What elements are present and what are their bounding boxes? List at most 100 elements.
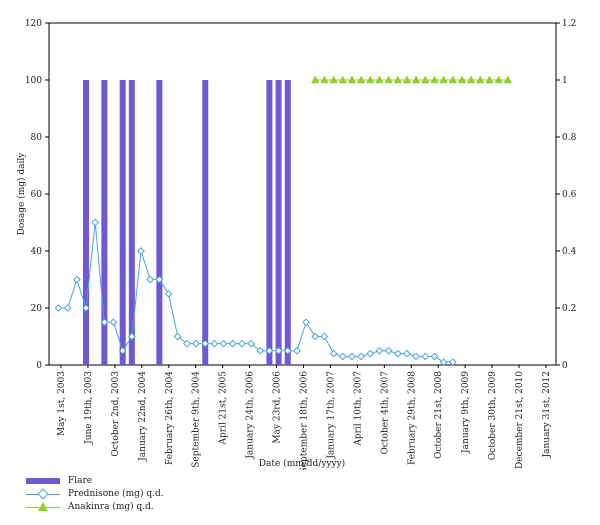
- prednisone-point: [219, 339, 228, 348]
- left-axis-ticks: 0 20 40 60 80 100 120: [25, 19, 49, 371]
- x-axis-tick-label: April 21st, 2005: [219, 371, 229, 446]
- prednisone-series: [54, 218, 457, 367]
- anakinra-series: [311, 75, 513, 84]
- anakinra-point: [457, 75, 467, 84]
- right-axis-ticks: 0 0.2 0.4 0.6 0.8 1 1.2: [556, 19, 577, 371]
- x-axis-tick-label: January 9th, 2009: [461, 371, 471, 454]
- x-axis-tick-label: October 4th, 2007: [380, 371, 390, 455]
- prednisone-point: [82, 304, 90, 312]
- anakinra-point: [476, 75, 485, 84]
- prednisone-point: [247, 339, 255, 348]
- x-axis-tick-label: October 21st, 2008: [434, 371, 444, 459]
- anakinra-point: [366, 75, 375, 84]
- flare-bars: [83, 80, 291, 365]
- prednisone-point: [320, 332, 329, 341]
- prednisone-point: [293, 346, 301, 355]
- left-axis-tick-label: 100: [25, 76, 42, 86]
- x-axis-tick-label: September 18th, 2006: [300, 371, 310, 470]
- x-axis-tick-label: April 10th, 2007: [353, 371, 363, 447]
- prednisone-point: [274, 346, 283, 355]
- x-axis-title: Date (mm/dd/yyyy): [259, 458, 345, 469]
- anakinra-point: [448, 75, 458, 84]
- anakinra-point: [356, 75, 366, 84]
- prednisone-point: [63, 304, 72, 312]
- prednisone-point: [146, 275, 155, 284]
- legend: Flare Prednisone (mg) q.d. Anakinra (mg)…: [26, 474, 164, 513]
- prednisone-line: [58, 222, 453, 363]
- triangle-marker-icon: [26, 501, 60, 512]
- anakinra-point: [338, 75, 347, 84]
- left-axis-tick-label: 40: [31, 247, 43, 257]
- right-axis-tick-label: 0.6: [562, 190, 577, 200]
- prednisone-point: [439, 358, 448, 367]
- left-axis-tick-label: 20: [31, 304, 43, 314]
- anakinra-point: [466, 75, 476, 84]
- anakinra-point: [430, 75, 439, 84]
- prednisone-point: [109, 318, 118, 327]
- left-axis-tick-label: 60: [31, 190, 43, 200]
- x-axis-tick-label: May 23rd, 2006: [273, 371, 283, 444]
- x-axis-tick-label: January 22nd, 2004: [138, 371, 148, 462]
- x-axis-tick-label: January 24th, 2006: [246, 371, 256, 460]
- x-axis-tick-label: January 31st, 2012: [542, 371, 552, 459]
- left-axis-tick-label: 80: [31, 133, 43, 143]
- flare-bar: [119, 80, 126, 365]
- flare-bar: [284, 80, 291, 365]
- x-axis-ticks: May 1st, 2003 June 19th, 2003 October 2nd,…: [57, 365, 552, 470]
- x-axis-tick-label: September 9th, 2004: [192, 371, 202, 468]
- prednisone-point: [228, 339, 237, 348]
- prednisone-point: [137, 247, 145, 255]
- prednisone-point: [192, 339, 200, 348]
- x-axis-tick-label: June 19th, 2003: [84, 371, 94, 445]
- prednisone-point: [366, 349, 375, 358]
- y-axis-title: Dosage (mg) daily: [16, 152, 27, 236]
- right-axis-tick-label: 1.2: [562, 19, 576, 29]
- right-axis-tick-label: 0.8: [562, 133, 577, 143]
- anakinra-point: [375, 75, 384, 84]
- prednisone-point: [127, 332, 136, 341]
- anakinra-point: [320, 75, 329, 84]
- legend-item-flare: Flare: [26, 474, 164, 487]
- prednisone-point: [173, 332, 182, 341]
- x-axis-tick-label: May 1st, 2003: [57, 371, 67, 436]
- flare-bar: [101, 80, 108, 365]
- prednisone-point: [375, 346, 384, 355]
- right-axis-tick-label: 1: [562, 76, 568, 86]
- legend-label-anakinra: Anakinra (mg) q.d.: [68, 501, 154, 512]
- prednisone-point: [72, 275, 81, 284]
- prednisone-point: [91, 218, 100, 227]
- prednisone-point: [118, 346, 127, 355]
- x-axis-tick-label: February 29th, 2008: [407, 371, 417, 465]
- prednisone-point: [384, 346, 393, 355]
- right-axis-tick-label: 0.4: [562, 247, 577, 257]
- prednisone-point: [403, 349, 411, 358]
- prednisone-point: [311, 332, 320, 341]
- anakinra-point: [329, 75, 338, 84]
- legend-label-prednisone: Prednisone (mg) q.d.: [68, 488, 164, 499]
- anakinra-point: [503, 75, 513, 84]
- prednisone-point: [448, 358, 457, 367]
- prednisone-point: [393, 349, 402, 358]
- prednisone-point: [338, 352, 347, 361]
- x-axis-tick-label: February 26th, 2004: [165, 371, 175, 465]
- flare-bar: [202, 80, 209, 365]
- flare-bar: [83, 80, 90, 365]
- prednisone-point: [302, 318, 310, 327]
- prednisone-point: [155, 275, 164, 284]
- x-axis-tick-label: December 21st, 2010: [515, 371, 525, 469]
- diamond-marker-icon: [26, 487, 60, 500]
- prednisone-point: [100, 318, 109, 327]
- left-axis-tick-label: 120: [25, 19, 42, 29]
- prednisone-point: [412, 352, 421, 361]
- right-axis-tick-label: 0.2: [562, 304, 576, 314]
- prednisone-point: [329, 349, 338, 358]
- anakinra-point: [421, 75, 430, 84]
- flare-bar: [266, 80, 273, 365]
- anakinra-point: [402, 75, 412, 84]
- prednisone-point: [421, 352, 430, 361]
- prednisone-point: [430, 352, 439, 361]
- anakinra-point: [384, 75, 393, 84]
- anakinra-point: [347, 75, 357, 84]
- prednisone-point: [54, 304, 63, 312]
- flare-swatch-icon: [26, 476, 60, 486]
